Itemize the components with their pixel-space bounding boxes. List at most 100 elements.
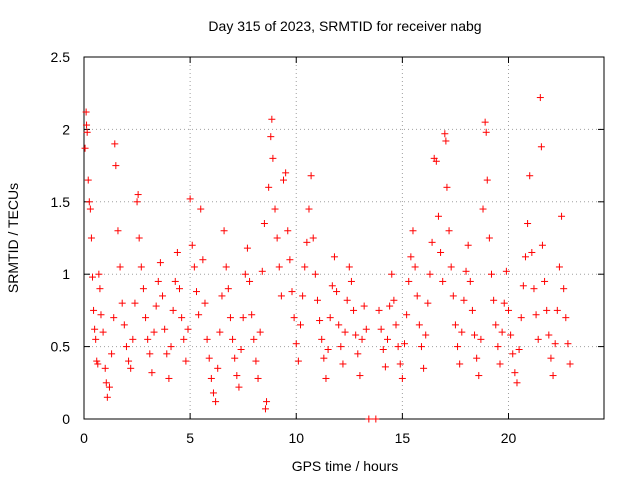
data-point <box>273 234 281 242</box>
data-point <box>564 340 572 348</box>
data-point <box>352 331 360 339</box>
data-point <box>362 325 370 333</box>
data-point <box>530 285 538 293</box>
data-point <box>301 263 309 271</box>
data-point <box>197 205 205 213</box>
data-point <box>85 198 93 206</box>
data-point <box>246 277 254 285</box>
data-point <box>105 383 113 391</box>
data-point <box>560 285 568 293</box>
data-point <box>358 335 366 343</box>
data-point <box>94 360 102 368</box>
data-point <box>87 234 95 242</box>
data-point <box>235 383 243 391</box>
data-point <box>339 360 347 368</box>
data-point <box>133 198 141 206</box>
data-point <box>502 267 510 275</box>
data-point <box>566 360 574 368</box>
data-point <box>415 321 423 329</box>
data-point <box>268 115 276 123</box>
data-point <box>237 345 245 353</box>
x-axis-tick-labels: 0 5 10 15 20 <box>80 430 516 446</box>
data-point <box>381 363 389 371</box>
data-point <box>150 328 158 336</box>
data-point <box>88 273 96 281</box>
data-point <box>269 154 277 162</box>
data-point <box>307 172 315 180</box>
data-point <box>81 144 89 152</box>
x-tick-label: 0 <box>80 430 88 446</box>
axis-ticks <box>83 56 604 420</box>
data-point <box>111 140 119 148</box>
data-point <box>462 267 470 275</box>
data-point <box>299 292 307 300</box>
data-point <box>311 270 319 278</box>
data-point <box>543 306 551 314</box>
y-tick-label: 1 <box>62 266 70 282</box>
data-point <box>365 415 373 423</box>
data-point <box>294 357 302 365</box>
data-point <box>405 277 413 285</box>
data-point <box>330 253 338 261</box>
data-point <box>134 191 142 199</box>
data-point <box>176 285 184 293</box>
data-point <box>192 288 200 296</box>
data-point <box>313 296 321 304</box>
data-point <box>108 350 116 358</box>
data-point <box>541 277 549 285</box>
data-point <box>199 256 207 264</box>
y-tick-label: 1.5 <box>51 194 71 210</box>
data-point <box>292 340 300 348</box>
data-point <box>337 343 345 351</box>
data-point <box>216 328 224 336</box>
data-point <box>492 321 500 329</box>
data-point <box>458 328 466 336</box>
data-point <box>468 306 476 314</box>
data-point <box>263 398 271 406</box>
data-point <box>519 282 527 290</box>
data-point <box>286 256 294 264</box>
data-point <box>420 364 428 372</box>
data-point <box>271 205 279 213</box>
data-point <box>127 364 135 372</box>
data-point <box>178 314 186 322</box>
y-tick-label: 2.5 <box>51 49 71 65</box>
data-point <box>517 314 525 322</box>
data-point <box>526 172 534 180</box>
data-point <box>188 241 196 249</box>
data-point <box>377 325 385 333</box>
data-point <box>400 340 408 348</box>
data-point <box>220 227 228 235</box>
data-point <box>180 335 188 343</box>
data-point <box>447 263 455 271</box>
data-point <box>396 360 404 368</box>
x-tick-label: 10 <box>288 430 304 446</box>
data-point <box>288 288 296 296</box>
data-point <box>142 314 150 322</box>
data-point <box>161 325 169 333</box>
x-axis-label: GPS time / hours <box>292 458 399 474</box>
data-point <box>428 238 436 246</box>
data-point <box>507 331 515 339</box>
data-point <box>388 270 396 278</box>
data-point <box>84 176 92 184</box>
data-point <box>218 292 226 300</box>
data-point <box>146 350 154 358</box>
data-point <box>341 328 349 336</box>
data-point <box>545 331 553 339</box>
data-point <box>258 267 266 275</box>
data-point <box>356 372 364 380</box>
data-point <box>229 335 237 343</box>
data-point <box>426 270 434 278</box>
data-point <box>125 357 133 365</box>
data-point <box>131 299 139 307</box>
data-point <box>392 321 400 329</box>
data-point <box>403 311 411 319</box>
data-point <box>445 227 453 235</box>
data-point <box>409 227 417 235</box>
data-point <box>473 354 481 362</box>
data-point <box>390 296 398 304</box>
data-point <box>224 285 232 293</box>
data-point <box>553 306 561 314</box>
data-point <box>275 263 283 271</box>
